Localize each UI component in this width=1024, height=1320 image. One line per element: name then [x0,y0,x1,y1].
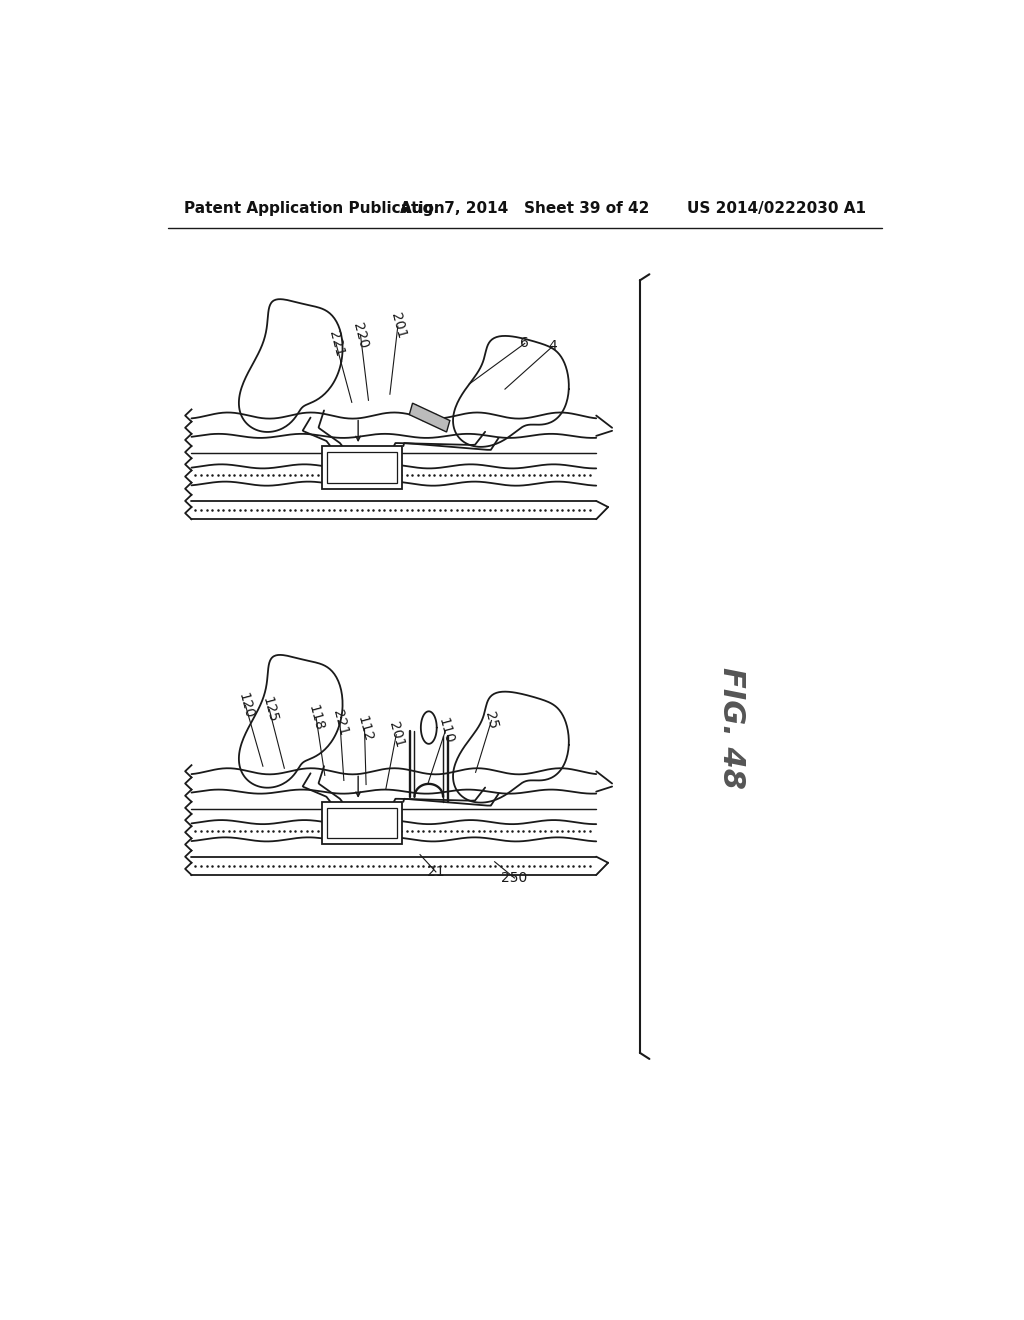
Text: 221: 221 [330,708,350,737]
Bar [323,801,401,845]
Bar [328,453,397,483]
Text: 110: 110 [435,715,456,746]
Text: 201: 201 [386,721,407,750]
Bar [323,446,401,488]
Text: 250: 250 [502,871,527,884]
Text: US 2014/0222030 A1: US 2014/0222030 A1 [687,201,866,216]
Text: Aug. 7, 2014   Sheet 39 of 42: Aug. 7, 2014 Sheet 39 of 42 [400,201,649,216]
Text: 120: 120 [236,690,256,719]
Text: 25: 25 [482,710,501,731]
Text: FIG. 48: FIG. 48 [717,667,745,788]
Text: 118: 118 [306,702,327,733]
Text: Patent Application Publication: Patent Application Publication [183,201,444,216]
Text: 201: 201 [388,312,408,341]
Text: 6: 6 [520,337,529,350]
Text: 4: 4 [548,339,557,354]
Polygon shape [410,403,450,432]
Text: 125: 125 [259,694,280,723]
Text: 21: 21 [427,865,444,879]
Text: 221: 221 [326,329,346,358]
Bar [328,808,397,838]
Text: 112: 112 [354,714,375,743]
Text: 220: 220 [350,321,371,350]
